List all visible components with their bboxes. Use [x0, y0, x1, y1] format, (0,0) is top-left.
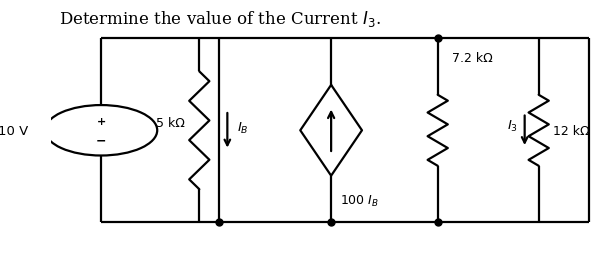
Text: 10 V: 10 V — [0, 124, 28, 137]
Text: $I_B$: $I_B$ — [237, 121, 249, 136]
Text: 7.2 kΩ: 7.2 kΩ — [452, 52, 492, 64]
Text: 12 kΩ: 12 kΩ — [553, 124, 589, 137]
Text: −: − — [96, 134, 107, 147]
Text: Determine the value of the Current $I_3$.: Determine the value of the Current $I_3$… — [59, 9, 381, 29]
Text: $I_3$: $I_3$ — [507, 118, 518, 133]
Text: 5 kΩ: 5 kΩ — [156, 117, 185, 130]
Text: +: + — [96, 116, 106, 126]
Text: 100 $I_B$: 100 $I_B$ — [340, 194, 379, 209]
